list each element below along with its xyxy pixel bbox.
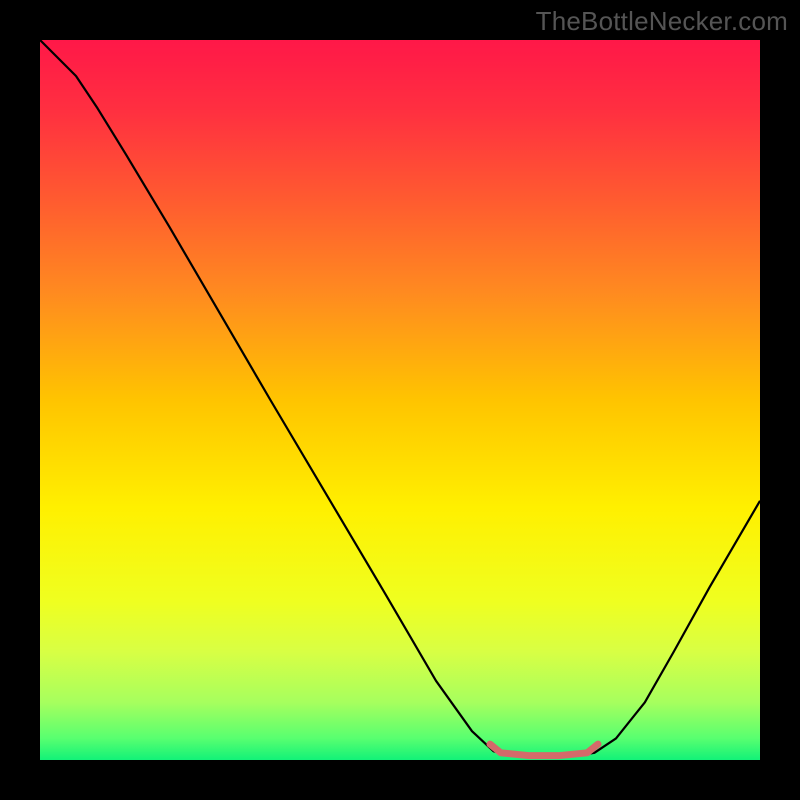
- plot-area: [40, 40, 760, 760]
- curve-layer: [40, 40, 760, 760]
- chart-canvas: TheBottleNecker.com: [0, 0, 800, 800]
- bottleneck-curve: [40, 40, 760, 756]
- watermark-text: TheBottleNecker.com: [536, 6, 788, 37]
- flat-region-marker: [490, 744, 598, 756]
